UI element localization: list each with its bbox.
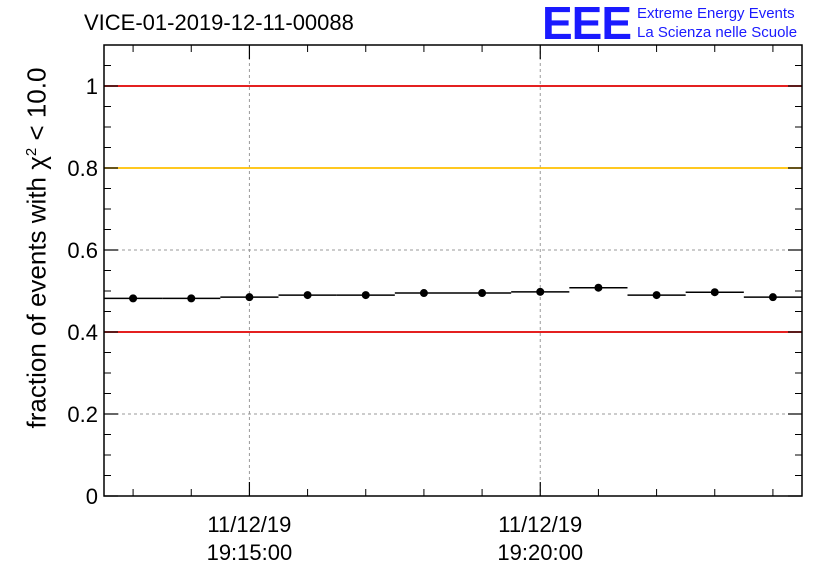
x-tick-label-time: 19:20:00 [497,540,584,565]
x-tick-label-date: 11/12/19 [207,512,292,537]
data-point [187,294,196,303]
data-point [536,287,545,296]
reference-lines [104,85,802,333]
x-tick-label: 11/12/19 19:20:00 [470,511,610,567]
y-tick-label: 1 [86,74,98,99]
data-point [129,294,138,303]
data-point [361,291,370,300]
chart-title: VICE-01-2019-12-11-00088 [84,10,354,35]
y-tick-label: 0.2 [67,402,98,427]
logo-caption: Extreme Energy Events La Scienza nelle S… [637,4,797,42]
data-point [710,288,719,297]
axis-ticks: 0 0.2 0.4 0.6 0.8 1 [67,44,802,509]
data-point [419,289,428,298]
eee-logo: EEE [542,0,632,49]
logo-caption-line2: La Scienza nelle Scuole [637,24,798,41]
data-point [652,291,661,300]
data-series [104,283,802,303]
data-point [768,293,777,302]
y-tick-label: 0 [86,484,98,509]
logo-caption-line1: Extreme Energy Events [637,5,795,22]
data-point [303,291,312,300]
data-point [594,283,603,292]
x-tick-label: 11/12/19 19:15:00 [179,511,319,567]
grid-lines [104,45,802,496]
y-tick-label: 0.4 [67,320,98,345]
data-point [478,289,487,298]
x-tick-label-date: 11/12/19 [498,512,583,537]
x-tick-label-time: 19:15:00 [206,540,293,565]
y-tick-label: 0.6 [67,238,98,263]
plot-frame [103,44,803,497]
y-tick-label: 0.8 [67,156,98,181]
data-point [245,293,254,302]
